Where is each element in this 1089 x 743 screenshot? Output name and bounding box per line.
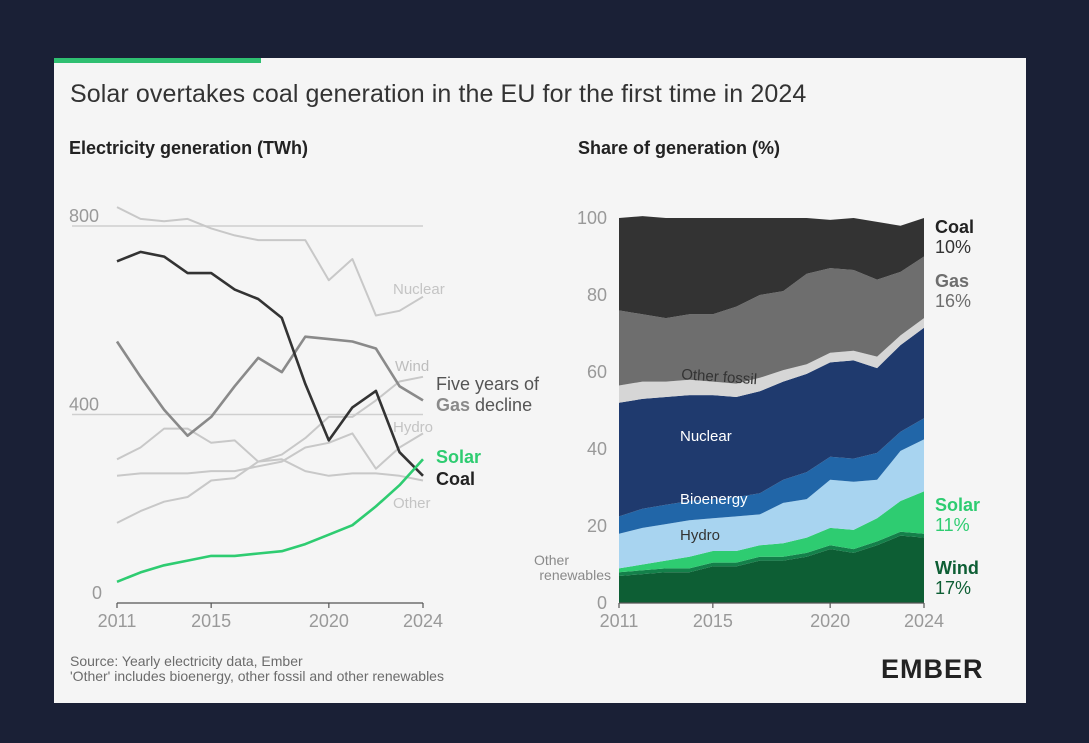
source-note: Source: Yearly electricity data, Ember '… — [70, 654, 444, 684]
gas-callout-line2: Gas decline — [436, 395, 532, 415]
right-panel-title: Share of generation (%) — [578, 138, 781, 158]
area-other-fossil — [619, 318, 924, 403]
x-tick-label-2015: 2015 — [191, 611, 231, 631]
label-solar: Solar — [436, 447, 481, 467]
end-label-solar-name: Solar — [935, 495, 980, 515]
end-label-gas-name: Gas — [935, 271, 969, 291]
chart-card: Solar overtakes coal generation in the E… — [54, 58, 1026, 703]
end-label-gas-value: 16% — [935, 291, 971, 311]
series-line-other — [116, 458, 424, 524]
label-coal: Coal — [436, 469, 475, 489]
area-solar — [619, 491, 924, 573]
inline-label-bioenergy: Bioenergy — [680, 491, 748, 508]
series-line-wind — [116, 375, 424, 463]
y-tick-label-800: 800 — [69, 206, 99, 226]
series-line-nuclear — [116, 206, 424, 317]
gas-callout-line1: Five years of — [436, 374, 540, 394]
label-wind: Wind — [395, 358, 429, 375]
x-tick-label-2024: 2024 — [403, 611, 443, 631]
left-panel-title: Electricity generation (TWh) — [69, 138, 309, 158]
label-nuclear: Nuclear — [393, 281, 445, 298]
end-label-solar-value: 11% — [935, 515, 970, 535]
area-wind — [619, 535, 924, 603]
inline-label-other-renewables-1: Other — [534, 552, 569, 568]
source-note-line: 'Other' includes bioenergy, other fossil… — [70, 668, 444, 684]
ember-logo: EMBER — [881, 654, 984, 684]
y-tick-label-400: 400 — [69, 395, 99, 415]
right-y-tick-label-20: 20 — [587, 516, 607, 536]
x-tick-label-2020: 2020 — [309, 611, 349, 631]
inline-label-hydro: Hydro — [680, 527, 720, 544]
right-x-tick-label-2020: 2020 — [810, 611, 850, 631]
label-other: Other — [393, 495, 431, 512]
end-label-coal-value: 10% — [935, 237, 971, 257]
area-nuclear — [619, 327, 924, 517]
series-line-gas — [115, 335, 424, 438]
end-label-wind-value: 17% — [935, 578, 971, 598]
end-label-wind-name: Wind — [935, 558, 979, 578]
series-line-solar — [116, 458, 424, 584]
accent-bar — [54, 58, 261, 63]
label-hydro: Hydro — [393, 419, 433, 436]
right-y-tick-label-60: 60 — [587, 362, 607, 382]
inline-label-nuclear: Nuclear — [680, 428, 732, 445]
area-bioenergy — [619, 418, 924, 534]
inline-label-other-renewables-2: renewables — [539, 567, 611, 583]
end-label-coal-name: Coal — [935, 217, 974, 237]
right-x-tick-label-2011: 2011 — [600, 611, 639, 631]
area-coal — [619, 216, 924, 319]
inline-label-other-fossil: Other fossil — [681, 366, 758, 388]
series-line-coal — [116, 250, 424, 477]
right-y-tick-label-100: 100 — [577, 208, 607, 228]
y-tick-label-0: 0 — [92, 583, 102, 603]
right-y-tick-label-0: 0 — [597, 593, 607, 613]
right-x-tick-label-2024: 2024 — [904, 611, 944, 631]
area-gas — [619, 256, 924, 386]
x-tick-label-2011: 2011 — [98, 611, 137, 631]
gas-callout-word: Gas — [436, 395, 470, 415]
right-x-tick-label-2015: 2015 — [693, 611, 733, 631]
area-other-renewables — [619, 531, 924, 576]
right-y-tick-label-80: 80 — [587, 285, 607, 305]
series-line-hydro — [116, 432, 424, 477]
chart-title: Solar overtakes coal generation in the E… — [70, 80, 807, 108]
right-y-tick-label-40: 40 — [587, 439, 607, 459]
gas-callout-rest: decline — [470, 395, 532, 415]
area-hydro — [619, 439, 924, 569]
source-line: Source: Yearly electricity data, Ember — [70, 653, 303, 669]
